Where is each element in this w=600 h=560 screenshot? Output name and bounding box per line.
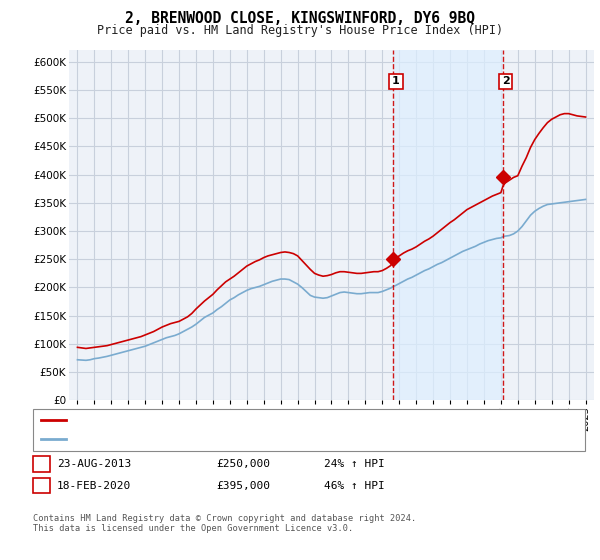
Text: 24% ↑ HPI: 24% ↑ HPI (324, 459, 385, 469)
Bar (394, 50, 503, 400)
Text: 2: 2 (502, 77, 509, 86)
Text: 2, BRENWOOD CLOSE, KINGSWINFORD, DY6 9BQ (detached house): 2, BRENWOOD CLOSE, KINGSWINFORD, DY6 9BQ… (69, 415, 411, 425)
Text: HPI: Average price, detached house, Dudley: HPI: Average price, detached house, Dudl… (69, 435, 321, 445)
Text: £395,000: £395,000 (216, 480, 270, 491)
Text: 18-FEB-2020: 18-FEB-2020 (57, 480, 131, 491)
Text: Contains HM Land Registry data © Crown copyright and database right 2024.
This d: Contains HM Land Registry data © Crown c… (33, 514, 416, 534)
Text: 2, BRENWOOD CLOSE, KINGSWINFORD, DY6 9BQ: 2, BRENWOOD CLOSE, KINGSWINFORD, DY6 9BQ (125, 11, 475, 26)
Text: 1: 1 (38, 457, 45, 470)
Text: 23-AUG-2013: 23-AUG-2013 (57, 459, 131, 469)
Text: £250,000: £250,000 (216, 459, 270, 469)
Text: 2: 2 (38, 479, 45, 492)
Text: 1: 1 (392, 77, 400, 86)
Text: Price paid vs. HM Land Registry's House Price Index (HPI): Price paid vs. HM Land Registry's House … (97, 24, 503, 36)
Text: 46% ↑ HPI: 46% ↑ HPI (324, 480, 385, 491)
